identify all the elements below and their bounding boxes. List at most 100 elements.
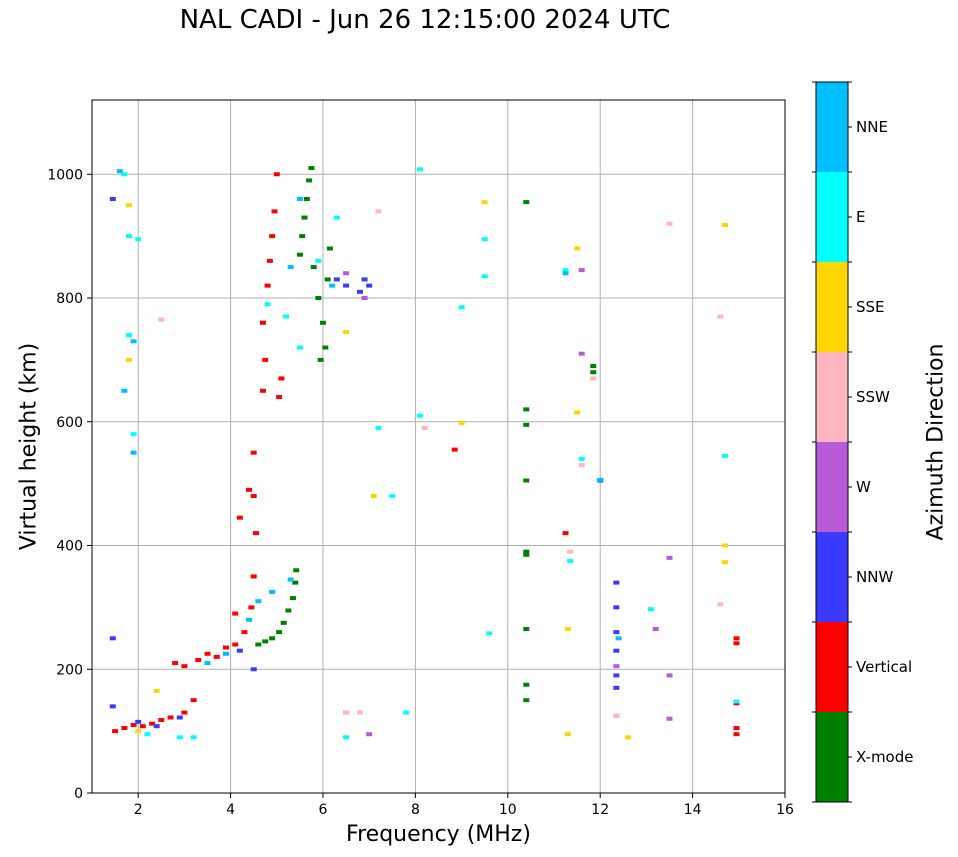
data-point <box>578 463 585 468</box>
series-nne <box>116 169 622 666</box>
colorbar-tick-label: W <box>856 478 871 496</box>
data-point <box>303 197 310 201</box>
data-point <box>285 608 292 613</box>
x-tick-label: 14 <box>684 802 702 818</box>
data-point <box>733 726 740 731</box>
data-point <box>523 552 530 557</box>
data-point <box>403 710 410 715</box>
data-point <box>262 639 269 644</box>
data-point <box>253 531 260 536</box>
data-point <box>149 721 156 726</box>
data-point <box>578 351 585 356</box>
data-point <box>109 704 116 709</box>
data-point <box>562 531 569 536</box>
colorbar-tick-label: X-mode <box>856 748 913 766</box>
data-point <box>523 549 530 554</box>
data-point <box>317 357 324 362</box>
data-point <box>232 611 239 616</box>
data-point <box>158 717 165 722</box>
colorbar-segment <box>816 262 848 352</box>
data-point <box>158 317 165 322</box>
data-point <box>121 172 128 177</box>
data-point <box>562 268 569 273</box>
data-point <box>264 302 271 307</box>
data-point <box>666 673 673 678</box>
data-point <box>259 320 266 325</box>
data-point <box>181 710 188 715</box>
data-point <box>135 237 142 242</box>
x-axis: 2 4 6 8 10 12 14 16 <box>134 793 794 818</box>
data-point <box>523 698 530 703</box>
data-point <box>733 699 740 704</box>
data-point <box>648 607 655 612</box>
series-ssw <box>158 209 724 718</box>
colorbar-segment <box>816 532 848 622</box>
data-point <box>250 667 257 672</box>
data-point <box>289 596 296 601</box>
data-point <box>721 543 728 548</box>
data-point <box>130 339 137 344</box>
data-point <box>481 237 488 242</box>
data-point <box>269 589 276 594</box>
data-point <box>458 305 465 310</box>
data-point <box>523 682 530 687</box>
data-point <box>195 657 202 662</box>
data-point <box>241 630 248 635</box>
data-point <box>578 456 585 461</box>
data-point <box>613 630 620 635</box>
data-point <box>389 494 396 498</box>
data-point <box>139 724 146 729</box>
data-point <box>486 631 493 636</box>
colorbar-tick-label: NNE <box>856 118 888 136</box>
data-point <box>269 234 276 239</box>
data-point <box>574 410 581 415</box>
data-point <box>320 320 326 325</box>
data-point <box>109 636 116 641</box>
series-nnw <box>109 197 620 729</box>
data-point <box>356 289 363 294</box>
data-point <box>324 277 331 282</box>
series-sse <box>125 200 728 740</box>
data-point <box>213 654 220 659</box>
data-point <box>125 357 132 362</box>
data-point <box>276 395 283 399</box>
data-point <box>190 735 197 740</box>
x-tick-label: 16 <box>776 802 794 818</box>
data-point <box>615 636 622 641</box>
data-point <box>296 345 303 350</box>
series-x-mode <box>255 166 597 703</box>
colorbar-tick-label: Vertical <box>856 658 912 676</box>
data-point <box>375 209 382 214</box>
grid <box>92 100 786 794</box>
data-point <box>130 450 137 455</box>
data-point <box>153 724 160 729</box>
data-point <box>717 602 724 607</box>
data-point <box>481 200 488 205</box>
data-point <box>733 636 740 641</box>
y-tick-label: 0 <box>74 786 83 802</box>
data-point <box>564 627 571 632</box>
data-point <box>451 447 458 452</box>
colorbar-tick-label: SSW <box>856 388 890 406</box>
data-point <box>578 268 585 273</box>
data-point <box>613 580 620 585</box>
data-point <box>121 388 128 393</box>
data-point <box>264 283 271 288</box>
data-point <box>590 370 597 375</box>
data-point <box>172 661 179 666</box>
data-point <box>733 732 740 737</box>
data-point <box>130 432 137 437</box>
data-point <box>666 716 673 721</box>
data-point <box>236 648 243 653</box>
data-point <box>315 258 322 263</box>
data-point <box>343 330 350 335</box>
data-point <box>666 555 673 560</box>
data-point <box>613 605 620 610</box>
x-tick-label: 10 <box>499 802 517 818</box>
colorbar-segment <box>816 442 848 532</box>
data-point <box>176 735 183 740</box>
data-point <box>421 425 428 430</box>
data-point <box>190 698 197 703</box>
data-point <box>343 710 350 715</box>
